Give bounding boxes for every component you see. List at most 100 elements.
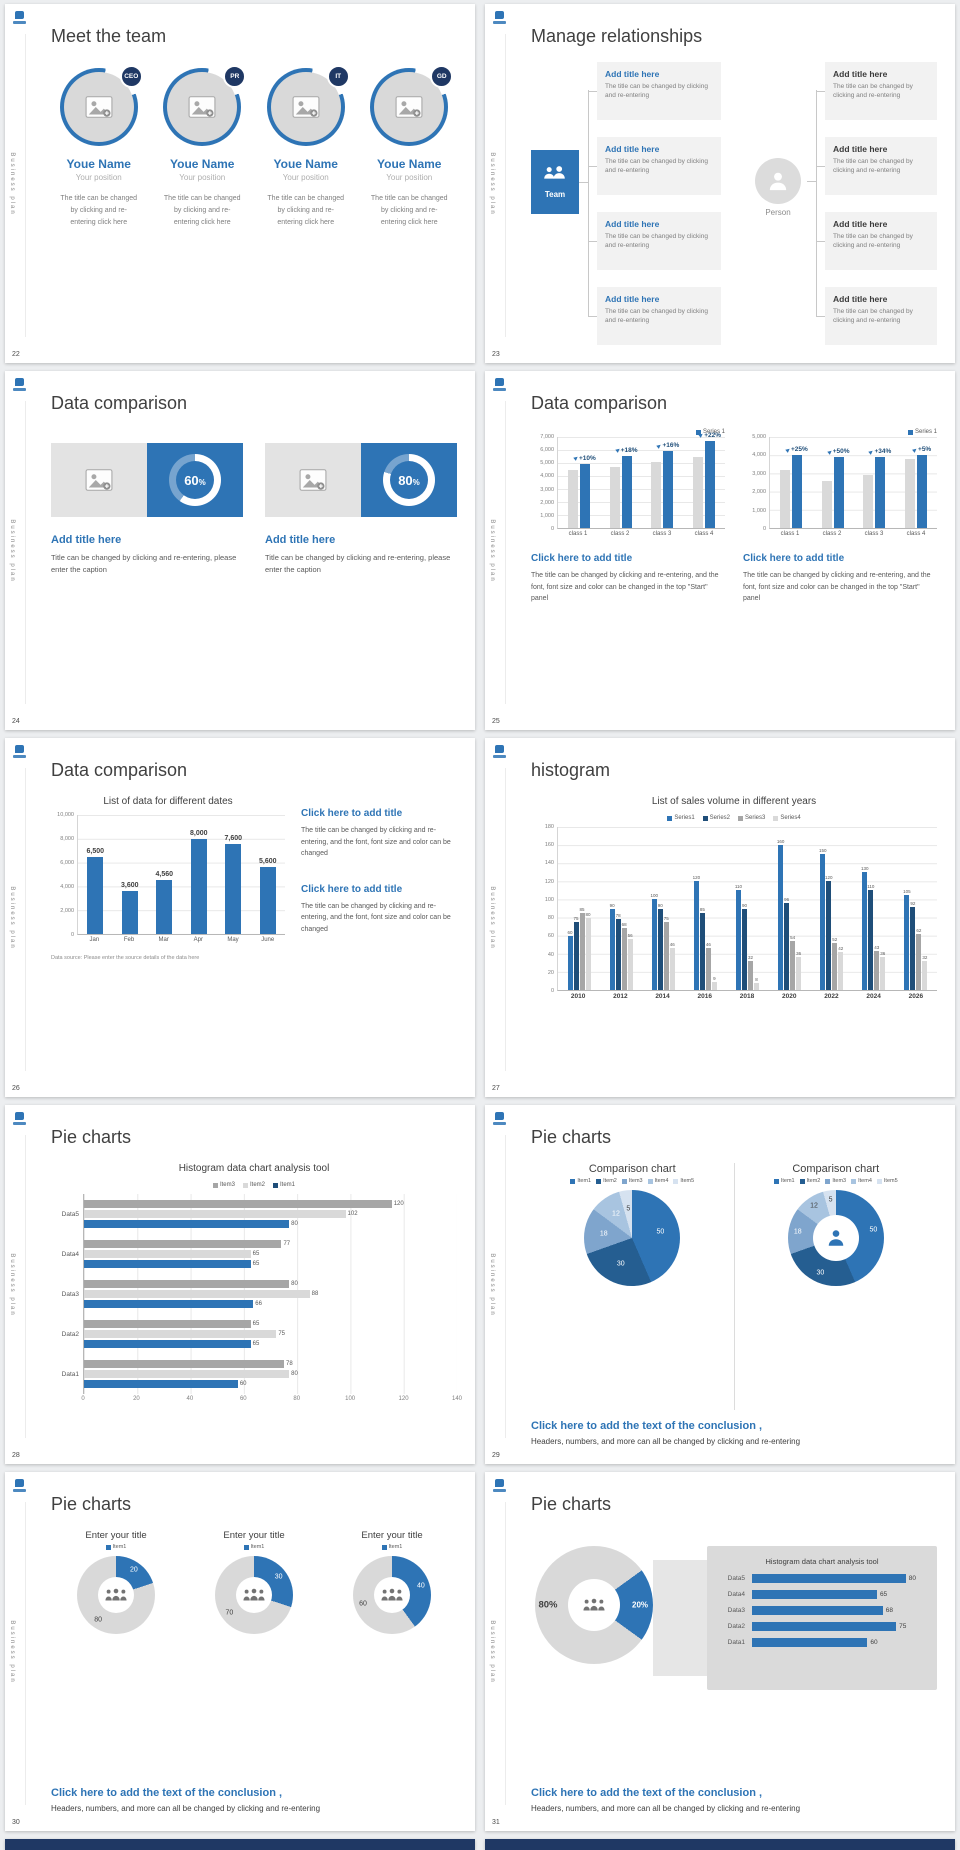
- chart-legend: Item3 Item2 Item1: [51, 1182, 457, 1188]
- grouped-column-chart: Series1 Series2 Series3 Series4 180 160 140 120…: [531, 815, 937, 1003]
- legend-swatch: [851, 1178, 857, 1184]
- bar-group: 100 90 75 46: [642, 827, 684, 990]
- card-visual: 80%: [265, 443, 457, 517]
- growth-annotation: +34%: [869, 448, 891, 455]
- percent-donut: 80%: [361, 443, 457, 517]
- horizontal-bar-chart: Item3 Item2 Item1 Data5 Data4 Data3 Data2 Data1…: [51, 1182, 462, 1406]
- slide-29: Business plan 29 Pie charts Comparison c…: [485, 1105, 955, 1464]
- conclusion-body: Headers, numbers, and more can all be ch…: [531, 1804, 801, 1813]
- bar-group: 3,600: [113, 815, 148, 934]
- percent-ring: 80%: [383, 454, 435, 506]
- slide-title: Pie charts: [531, 1127, 612, 1147]
- y-axis: 5,000 4,000 3,000 2,000 1,000 0: [752, 434, 766, 532]
- legend-swatch: [876, 1178, 882, 1184]
- bar: +25%: [791, 446, 808, 528]
- legend-swatch: [242, 1182, 248, 1188]
- bar-group: 7,600: [216, 815, 251, 934]
- y-categories: Data5 Data4 Data3 Data2 Data1: [51, 1194, 83, 1406]
- x-tick-label: 40: [186, 1396, 194, 1402]
- legend-label: Series3: [745, 815, 766, 821]
- plot-area: +10% +18% +16% +22%: [557, 432, 725, 529]
- legend-item: Item4: [851, 1178, 872, 1184]
- slice-label: 50: [656, 1228, 665, 1236]
- bar-value-label: 90: [657, 902, 663, 908]
- bar: 102: [84, 1210, 358, 1218]
- bar-track: 75: [752, 1622, 925, 1631]
- bar-value-label: 42: [838, 945, 844, 951]
- bar: 80: [586, 912, 591, 990]
- x-label: 2018: [739, 993, 755, 1000]
- legend-swatch: [773, 1178, 779, 1184]
- slide-title: Pie charts: [51, 1127, 132, 1147]
- bar: 7,600: [224, 835, 242, 934]
- bar: 120: [825, 875, 832, 990]
- role-badge: GD: [430, 65, 454, 88]
- legend-item: Item1: [773, 1178, 795, 1184]
- team-members-row: CEO Youe Name Your position The title can b…: [51, 62, 457, 345]
- bar: 78: [616, 913, 621, 990]
- bar: [821, 480, 832, 528]
- legend-item: Item2: [799, 1178, 820, 1184]
- bar-value-label: 62: [916, 927, 922, 933]
- bar: +22%: [704, 432, 721, 528]
- legend-label: Item2: [249, 1182, 265, 1188]
- bar: 80: [84, 1220, 298, 1228]
- bar-value-label: 110: [867, 884, 875, 890]
- chart-legend: Item1 Item2 Item3 Item4 Item5: [741, 1178, 932, 1184]
- growth-annotation: +18%: [616, 447, 638, 454]
- bar-group: 130 110 43 36: [853, 827, 895, 990]
- member-description: The title can be changed by clicking and…: [163, 195, 241, 226]
- legend-swatch: [799, 1178, 805, 1184]
- bar-group: +5%: [895, 437, 937, 528]
- relationship-item-description: The title can be changed by clicking and…: [833, 233, 913, 250]
- legend-item: Series1: [667, 815, 695, 821]
- legend-item: Item3: [825, 1178, 846, 1184]
- y-axis: 7,000 6,000 5,000 4,000 3,000 2,000 1,000 0: [540, 434, 554, 532]
- panel-chart-title: Histogram data chart analysis tool: [765, 1557, 879, 1566]
- member-name: Youe Name: [377, 157, 442, 171]
- legend-label: Series 1: [914, 429, 937, 435]
- bar-value-label: 9: [713, 975, 716, 981]
- legend-swatch: [273, 1182, 278, 1188]
- bar-group: 90 78 68 56: [600, 827, 642, 990]
- slice-label: 80: [94, 1616, 103, 1624]
- percent-sign: %: [198, 477, 206, 487]
- vertical-side-text: Business plan: [489, 885, 495, 950]
- bar-value-label: 4,560: [155, 870, 174, 878]
- slice-label: 20%: [632, 1600, 649, 1610]
- bar-value-label: 36: [880, 951, 886, 957]
- category-label: Data2: [61, 1330, 79, 1338]
- bar: 78: [84, 1360, 293, 1368]
- bar: 100: [651, 893, 658, 990]
- legend-item: Item1: [273, 1182, 295, 1188]
- x-label: class 4: [694, 531, 714, 537]
- block-caption: The title can be changed by clicking and…: [301, 902, 451, 933]
- bar: 32: [748, 955, 753, 990]
- percent-number: 80: [398, 472, 413, 488]
- legend-item: Series4: [773, 815, 801, 821]
- bar: 110: [867, 884, 874, 990]
- bar: 6,500: [86, 848, 104, 934]
- bar-group: 65 75 65: [84, 1314, 443, 1354]
- bar-group: 6,500: [78, 815, 113, 934]
- bar-chart: 10,000 8,000 6,000 4,000 2,000 0 6,500 3,600 4,5…: [51, 812, 285, 947]
- legend-label: Item3: [832, 1178, 847, 1184]
- bar-value-label: 88: [311, 1291, 319, 1297]
- bar-value-label: 65: [252, 1321, 260, 1327]
- bar: 42: [838, 946, 843, 990]
- relationship-item: Add title here The title can be changed b…: [816, 212, 937, 270]
- bar: [752, 1590, 877, 1599]
- bar: 75: [84, 1330, 285, 1338]
- bar: [693, 456, 704, 528]
- chart-title: Enter your title: [85, 1530, 147, 1541]
- x-label: Feb: [123, 937, 135, 943]
- x-label: class 2: [822, 531, 842, 537]
- bar-value-label: 65: [252, 1251, 260, 1257]
- bar-group: 60 75 85 80: [558, 827, 600, 990]
- people-icon: [242, 1588, 266, 1602]
- bar: 85: [700, 907, 705, 990]
- legend-item: Item5: [876, 1178, 898, 1184]
- slide-number: 30: [12, 1819, 20, 1826]
- percent-ring: 60%: [169, 454, 221, 506]
- bar-value-label: 102: [347, 1211, 358, 1217]
